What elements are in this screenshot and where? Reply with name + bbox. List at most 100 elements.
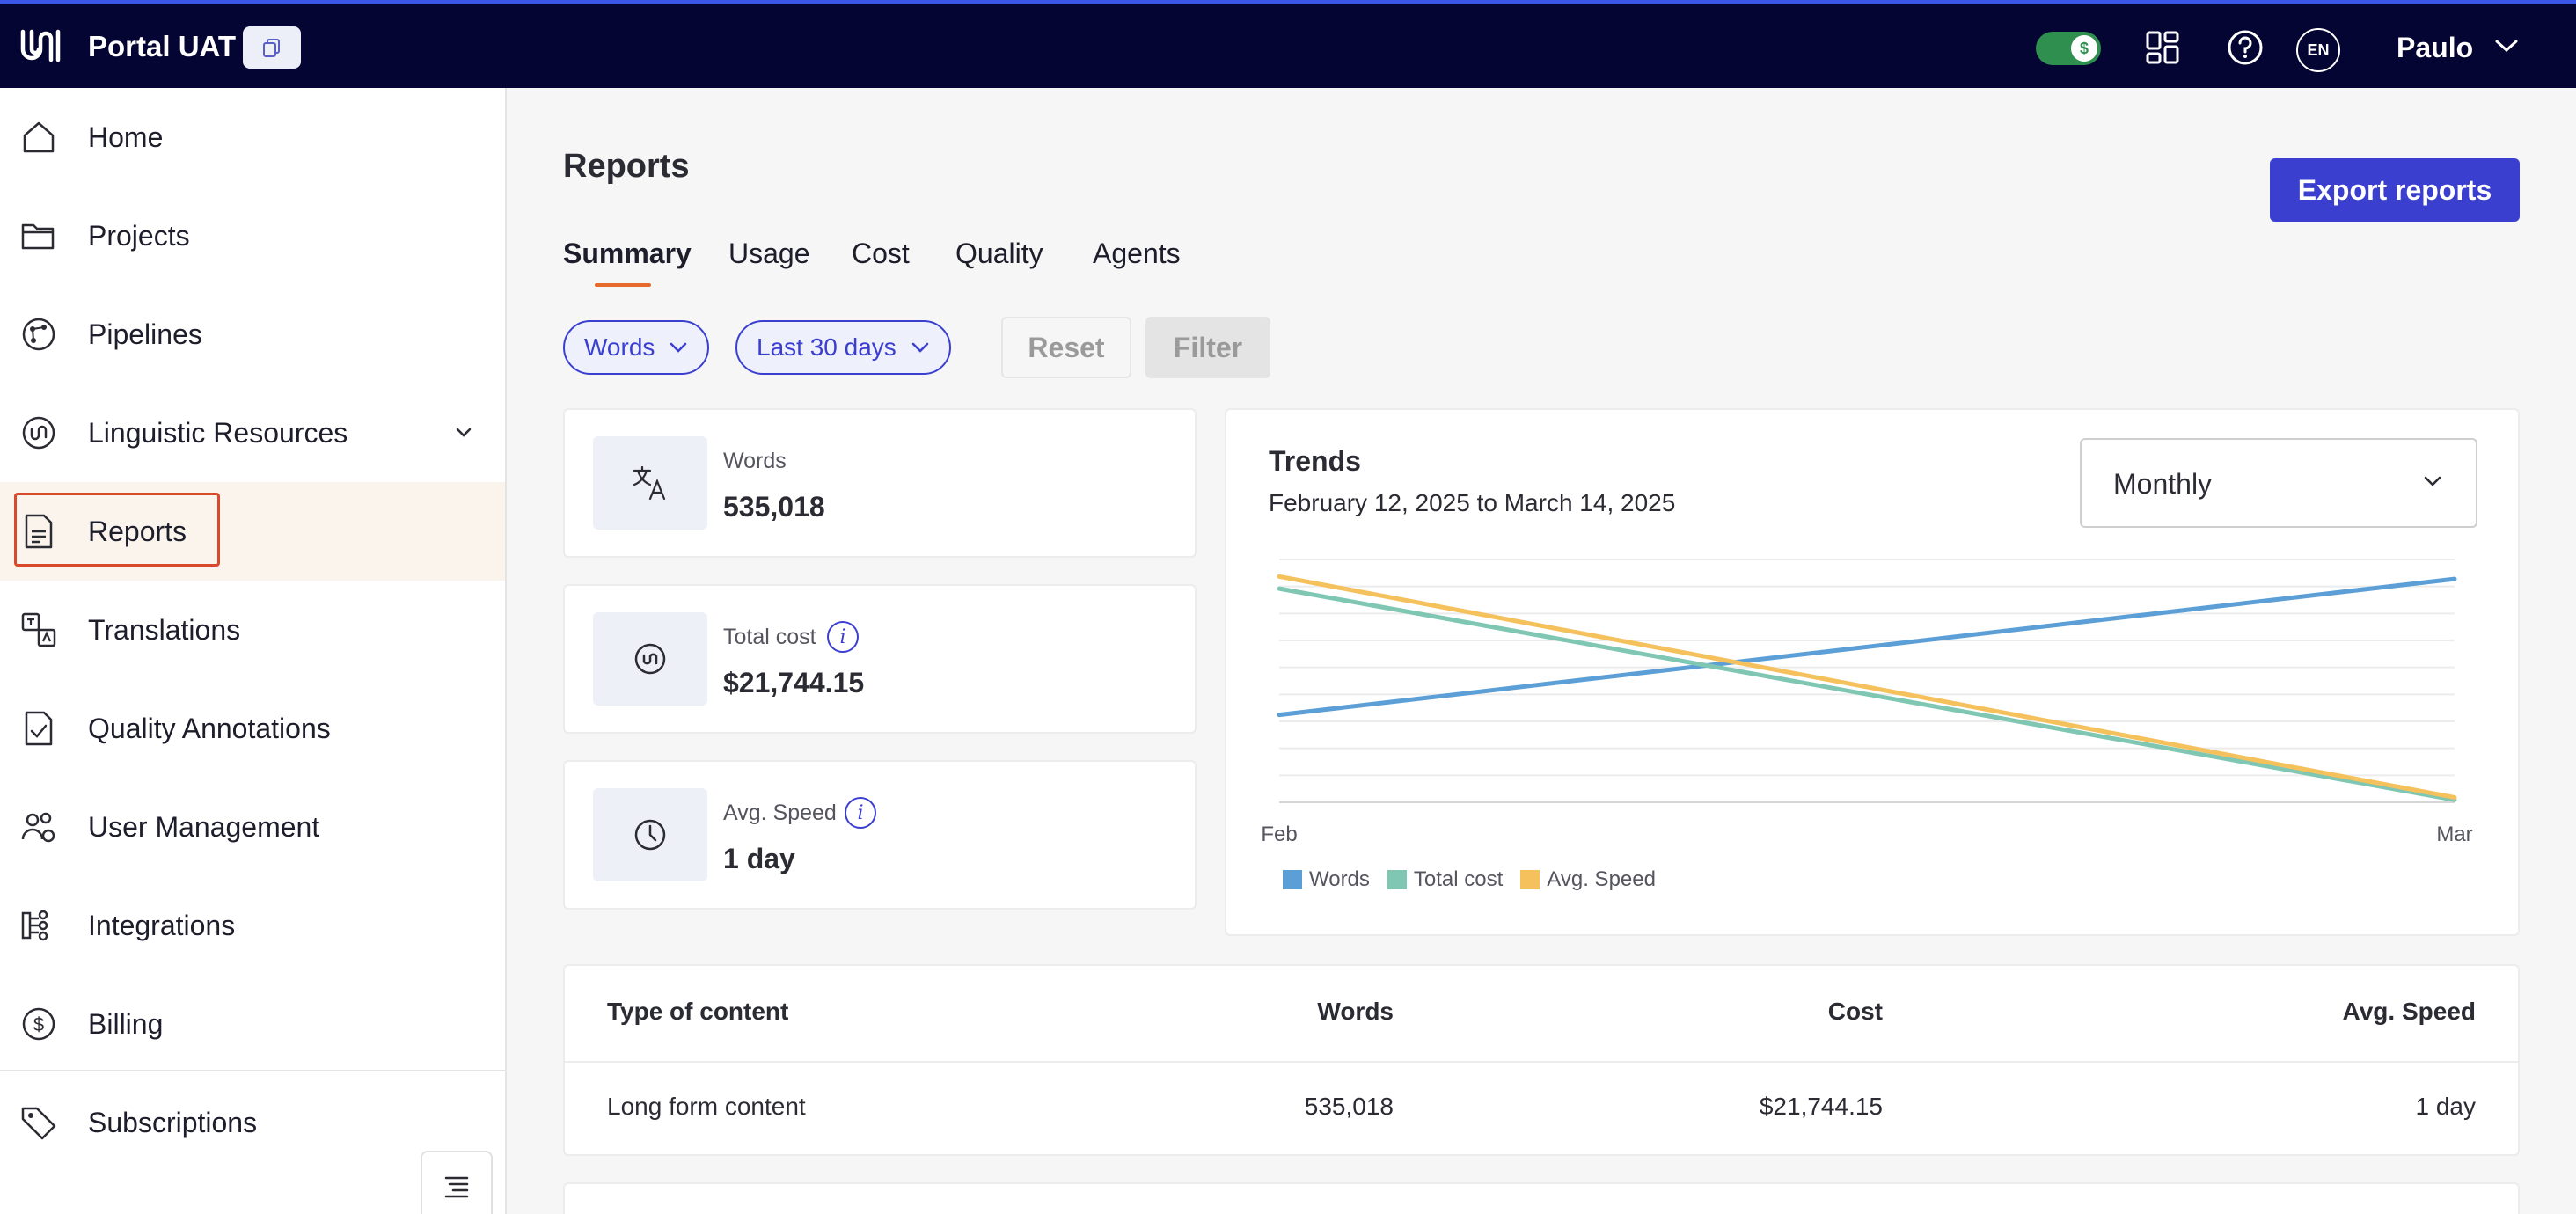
info-icon[interactable]: i: [827, 621, 859, 653]
sidebar-item-label: Linguistic Resources: [88, 416, 348, 449]
stat-card-words: Words 535,018: [563, 408, 1197, 558]
table-cell-avg-speed: 1 day: [2415, 1093, 2477, 1120]
chevron-down-icon[interactable]: [450, 424, 477, 442]
chevron-down-icon: [670, 342, 687, 353]
sidebar-item-label: Home: [88, 121, 164, 153]
sidebar-item-billing[interactable]: $ Billing: [0, 975, 505, 1073]
table-cell-words: 535,018: [1304, 1093, 1394, 1120]
stat-label: Total cost: [723, 625, 816, 649]
dashboard-icon: [2146, 31, 2179, 64]
trends-title: Trends: [1269, 445, 1361, 477]
filter-button[interactable]: Filter: [1145, 317, 1270, 378]
info-icon[interactable]: i: [845, 797, 876, 829]
tab-cost[interactable]: Cost: [852, 238, 910, 269]
page-title: Reports: [563, 148, 690, 185]
legend-swatch: [1283, 870, 1302, 889]
menu-collapse-icon: [444, 1176, 469, 1198]
series-line-avg-speed[interactable]: [1277, 574, 2457, 800]
chart-legend: Words Total cost Avg. Speed: [1283, 867, 1656, 892]
trends-date-range: February 12, 2025 to March 14, 2025: [1269, 489, 1676, 516]
sidebar-item-label: Billing: [88, 1007, 164, 1040]
sidebar-item-translations[interactable]: Translations: [0, 581, 505, 679]
copy-button[interactable]: [243, 26, 301, 69]
stat-value: 1 day: [723, 843, 795, 874]
top-bar: Portal UAT $ EN Paulo: [0, 0, 2576, 88]
legend-item[interactable]: Words: [1283, 867, 1370, 892]
folder-icon: [21, 223, 55, 250]
users-icon: [21, 812, 55, 843]
sidebar: Home Projects Pipelines Linguistic Resou…: [0, 88, 507, 1214]
period-select[interactable]: Monthly: [2080, 438, 2477, 528]
language-button[interactable]: EN: [2296, 28, 2340, 72]
collapse-sidebar-button[interactable]: [421, 1151, 493, 1214]
pipeline-icon: [22, 318, 55, 351]
sidebar-item-quality-annotations[interactable]: Quality Annotations: [0, 679, 505, 778]
tab-agents[interactable]: Agents: [1093, 238, 1181, 269]
sidebar-item-label: Translations: [88, 613, 241, 646]
sidebar-item-user-management[interactable]: User Management: [0, 778, 505, 876]
sidebar-item-label: Subscriptions: [88, 1106, 258, 1138]
sidebar-divider: [0, 1070, 505, 1071]
sidebar-item-label: Pipelines: [88, 318, 202, 350]
dollar-icon: $: [22, 1007, 55, 1041]
legend-item[interactable]: Avg. Speed: [1520, 867, 1656, 892]
user-name[interactable]: Paulo: [2397, 32, 2474, 63]
export-reports-button[interactable]: Export reports: [2270, 158, 2520, 222]
billing-toggle[interactable]: $: [2036, 32, 2101, 65]
column-header-type: Type of content: [607, 998, 789, 1025]
series-line-total-cost[interactable]: [1277, 586, 2457, 802]
active-item-highlight: [14, 493, 220, 567]
logo-icon[interactable]: [18, 26, 63, 65]
help-icon: [2228, 30, 2263, 65]
svg-text:$: $: [33, 1013, 44, 1035]
next-section-card: [563, 1182, 2520, 1214]
legend-label: Avg. Speed: [1547, 867, 1656, 891]
stat-label: Avg. Speed: [723, 801, 837, 825]
date-range-filter-label: Last 30 days: [757, 333, 896, 361]
sidebar-item-label: User Management: [88, 810, 320, 843]
tab-summary[interactable]: Summary: [563, 238, 692, 269]
column-header-cost: Cost: [1827, 998, 1883, 1025]
dollar-toggle-icon: $: [2071, 35, 2097, 62]
sidebar-item-linguistic-resources[interactable]: Linguistic Resources: [0, 384, 505, 482]
stat-icon-box: [593, 788, 707, 881]
sidebar-item-reports[interactable]: Reports: [0, 482, 505, 581]
reset-button[interactable]: Reset: [1001, 317, 1131, 378]
stat-card-total-cost: Total cost i $21,744.15: [563, 584, 1197, 734]
tag-icon: [21, 1107, 56, 1140]
apps-grid-button[interactable]: [2143, 28, 2182, 67]
sidebar-item-pipelines[interactable]: Pipelines: [0, 285, 505, 384]
metric-filter-chip[interactable]: Words: [563, 320, 710, 375]
sidebar-item-subscriptions[interactable]: Subscriptions: [0, 1073, 505, 1172]
tab-usage[interactable]: Usage: [728, 238, 810, 269]
trends-card: Trends February 12, 2025 to March 14, 20…: [1225, 408, 2520, 936]
legend-label: Words: [1309, 867, 1370, 891]
chevron-down-icon[interactable]: [2493, 37, 2520, 55]
copy-icon: [263, 39, 280, 57]
series-line-words[interactable]: [1277, 576, 2457, 718]
clock-icon: [634, 819, 666, 851]
translations-icon: [21, 612, 56, 647]
sidebar-item-label: Quality Annotations: [88, 712, 331, 744]
table-cell-cost: $21,744.15: [1759, 1093, 1883, 1120]
legend-item[interactable]: Total cost: [1387, 867, 1503, 892]
trend-chart: Feb Mar: [1261, 559, 2473, 846]
app-title: Portal UAT: [88, 30, 237, 62]
sidebar-item-home[interactable]: Home: [0, 88, 505, 186]
tab-quality[interactable]: Quality: [955, 238, 1043, 269]
legend-label: Total cost: [1413, 867, 1504, 891]
table-cell-type: Long form content: [607, 1093, 806, 1120]
sidebar-item-projects[interactable]: Projects: [0, 186, 505, 285]
column-header-words: Words: [1317, 998, 1394, 1025]
sidebar-item-integrations[interactable]: Integrations: [0, 876, 505, 975]
linguistic-resources-icon: [22, 416, 55, 450]
table-divider: [565, 1061, 2518, 1063]
quality-check-icon: [25, 711, 53, 746]
help-button[interactable]: [2226, 28, 2265, 67]
stat-icon-box: [593, 436, 707, 530]
content-type-table: Type of content Words Cost Avg. Speed Lo…: [563, 964, 2520, 1156]
sidebar-item-label: Projects: [88, 219, 190, 252]
legend-swatch: [1387, 870, 1407, 889]
column-header-avg-speed: Avg. Speed: [2342, 998, 2476, 1025]
date-range-filter-chip[interactable]: Last 30 days: [735, 320, 951, 375]
